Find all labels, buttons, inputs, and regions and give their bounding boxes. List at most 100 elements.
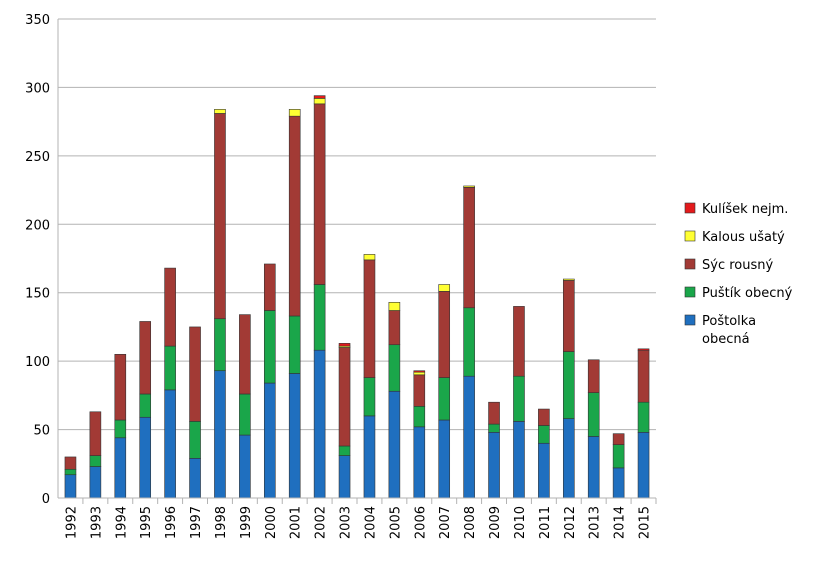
bar-segment [64, 468, 77, 476]
bar-segment [587, 359, 600, 393]
legend-label: Kalous ušatý [702, 230, 785, 245]
x-tick-label: 2001 [289, 506, 304, 539]
bar-segment [164, 389, 176, 499]
x-tick-label: 1992 [64, 506, 79, 539]
bar-segment [388, 310, 401, 346]
bar-segment [363, 259, 376, 378]
y-tick-label: 0 [42, 492, 50, 507]
x-tick-label: 2008 [463, 506, 478, 539]
y-tick-label: 100 [25, 355, 50, 370]
bar-segment [338, 347, 351, 447]
bar-segment [288, 315, 301, 374]
bar-segment [313, 349, 326, 499]
bar-segment [463, 185, 475, 188]
bar-segment [488, 423, 500, 433]
x-tick-label: 2006 [413, 506, 428, 539]
x-tick-label: 1997 [189, 506, 204, 539]
bar-segment [413, 406, 426, 428]
legend-label: Sýc rousný [702, 258, 773, 273]
x-tick-label: 2009 [488, 506, 503, 539]
bar-segment [463, 375, 475, 499]
bar-segment [114, 353, 127, 421]
x-tick-label: 1995 [139, 506, 154, 539]
bar-segment [562, 278, 575, 281]
bar-segment [438, 377, 451, 421]
bar-segment [363, 377, 376, 417]
y-tick-label: 300 [25, 81, 50, 96]
legend-swatch [684, 286, 696, 298]
bar-segment [214, 109, 226, 114]
bar-segment [89, 455, 102, 467]
bar-segment [612, 467, 625, 499]
bar-segment [538, 408, 550, 426]
x-tick-label: 2012 [563, 506, 578, 539]
legend-swatch [684, 314, 696, 326]
bar-segment [538, 425, 550, 444]
bar-segment [164, 267, 176, 347]
bar-segment [587, 436, 600, 499]
y-tick-label: 350 [25, 13, 50, 28]
x-axis-ticks: 1992 1993 1994 1995 1996 1997 1998 1999 2000 2001… [64, 498, 657, 539]
bar-segment [562, 280, 575, 352]
legend-label: Puštík obecný [702, 286, 793, 301]
bar-segment [139, 321, 152, 395]
bar-segment [288, 115, 301, 317]
x-tick-label: 2003 [339, 506, 354, 539]
bar-segment [313, 284, 326, 351]
bar-segment [488, 401, 500, 425]
bar-segment [637, 401, 650, 433]
bar-segment [338, 343, 351, 347]
bar-segment [239, 393, 251, 436]
bar-segment [363, 254, 376, 261]
bar-segment [89, 411, 102, 456]
bar-segment [363, 415, 376, 499]
bar-segment [413, 374, 426, 407]
x-tick-label: 2000 [264, 506, 279, 539]
legend-swatch [684, 202, 696, 214]
legend-swatch [684, 230, 696, 242]
bar-segment [413, 370, 426, 373]
legend-swatch [684, 258, 696, 270]
x-tick-label: 1994 [114, 506, 129, 539]
bar-segment [139, 393, 152, 418]
bar-segment [263, 310, 276, 384]
bar-segment [513, 306, 525, 377]
bars [64, 95, 650, 499]
legend-label-line2: obecná [702, 332, 750, 347]
x-tick-label: 1999 [239, 506, 254, 539]
bar-segment [313, 98, 326, 105]
legend: Kulíšek nejm. Kalous ušatý Sýc rousný Puští… [684, 202, 793, 347]
bar-segment [338, 445, 351, 456]
legend-label: Poštolka [702, 314, 756, 329]
bar-segment [438, 291, 451, 378]
x-tick-label: 2007 [438, 506, 453, 539]
bar-segment [64, 474, 77, 499]
bar-segment [214, 370, 226, 499]
bar-segment [164, 345, 176, 391]
bar-segment [637, 348, 650, 351]
bar-segment [388, 390, 401, 499]
y-tick-label: 150 [25, 287, 50, 302]
bar-segment [139, 416, 152, 499]
bar-segment [239, 314, 251, 395]
bar-segment [562, 351, 575, 419]
x-tick-label: 1998 [214, 506, 229, 539]
x-tick-label: 2014 [613, 506, 628, 539]
bar-segment [562, 418, 575, 499]
bar-segment [89, 466, 102, 499]
bar-segment [612, 444, 625, 469]
bar-segment [513, 375, 525, 422]
x-tick-label: 2015 [638, 506, 653, 539]
bar-segment [214, 113, 226, 320]
x-tick-label: 1993 [89, 506, 104, 539]
bar-segment [189, 458, 201, 499]
bar-segment [239, 434, 251, 499]
bar-segment [288, 373, 301, 499]
bar-segment [463, 187, 475, 309]
bar-segment [413, 371, 426, 376]
axes [57, 19, 656, 499]
bar-segment [263, 263, 276, 311]
y-tick-label: 200 [25, 218, 50, 233]
bar-segment [612, 433, 625, 445]
bar-segment [637, 432, 650, 499]
